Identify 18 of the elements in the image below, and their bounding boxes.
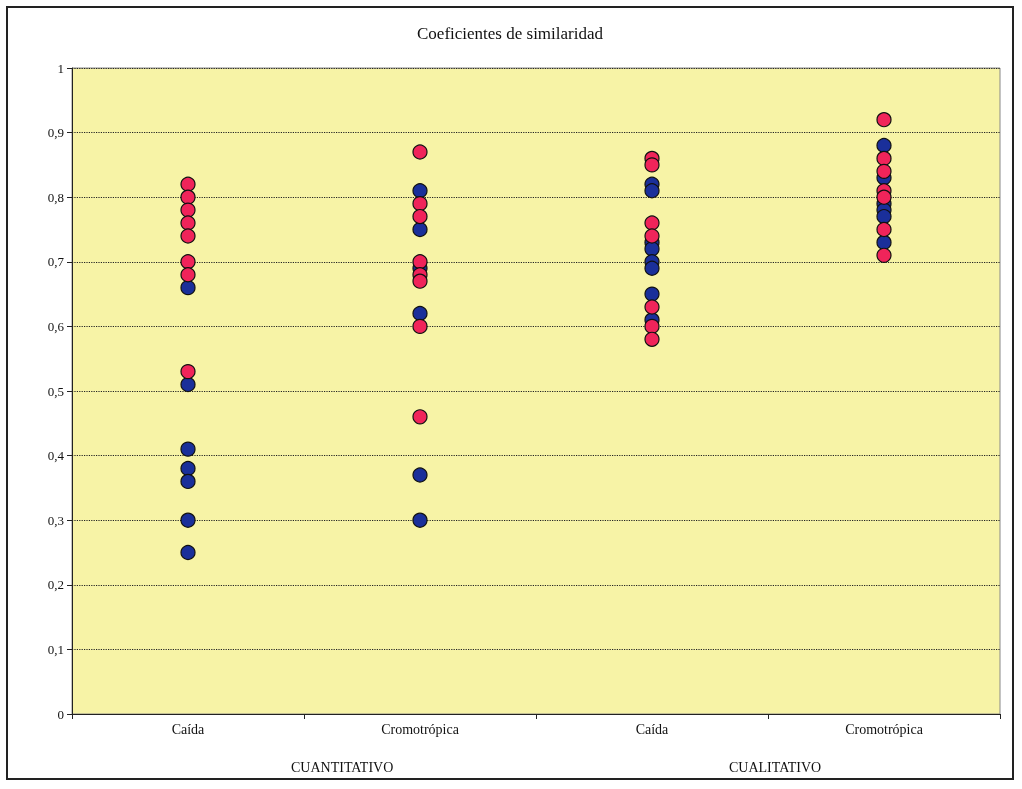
x-tick-label: Caída xyxy=(171,721,206,737)
y-tick-label: 0,2 xyxy=(47,577,64,593)
y-tick-label: 1 xyxy=(57,60,64,76)
y-tick-label: 0,7 xyxy=(47,254,65,270)
y-tick-label: 0,8 xyxy=(47,189,64,205)
chart-title: Coeficientes de similaridad xyxy=(417,24,604,43)
text: CUALITATIVO xyxy=(729,759,822,775)
x-tick-label: Caída xyxy=(635,721,670,737)
y-tick-label: 0,4 xyxy=(47,448,65,464)
y-tick-label: 0 xyxy=(57,706,64,722)
y-tick-label: 0,5 xyxy=(47,383,64,399)
x-tick-label: Cromotrópica xyxy=(381,721,460,737)
text: CUANTITATIVO xyxy=(291,759,394,775)
y-tick-label: 0,6 xyxy=(47,318,65,334)
y-tick-label: 0,1 xyxy=(47,641,64,657)
y-tick-label: 0,3 xyxy=(47,512,64,528)
y-tick-label: 0,9 xyxy=(47,125,64,141)
x-tick-label: Cromotrópica xyxy=(845,721,924,737)
